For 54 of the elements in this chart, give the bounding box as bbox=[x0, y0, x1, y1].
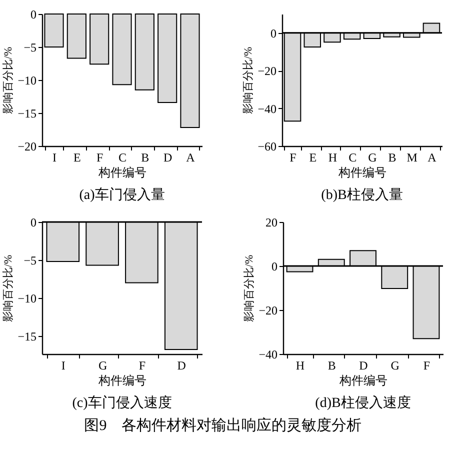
x-tick-label: B bbox=[388, 150, 396, 164]
x-tick-label: F bbox=[290, 150, 297, 164]
y-tick-label: −15 bbox=[18, 329, 36, 344]
x-tick-label: E bbox=[74, 150, 81, 164]
x-tick-label: F bbox=[423, 358, 430, 372]
x-tick-label: M bbox=[406, 150, 418, 164]
x-tick-label: C bbox=[118, 150, 127, 164]
y-tick-label: −20 bbox=[258, 64, 276, 78]
y-tick-label: 0 bbox=[270, 26, 276, 40]
x-tick-label: A bbox=[428, 150, 437, 164]
y-tick-label: −40 bbox=[258, 102, 276, 116]
x-tick-label: H bbox=[296, 358, 305, 372]
y-tick-label: −5 bbox=[24, 40, 36, 54]
y-tick-label: −10 bbox=[18, 74, 36, 88]
y-tick-label: 0 bbox=[30, 8, 36, 22]
y-tick-label: −15 bbox=[18, 106, 36, 120]
y-tick-label: −20 bbox=[258, 304, 278, 318]
y-axis-title: 影响百分比/% bbox=[2, 254, 15, 322]
x-axis-title: 构件编号 bbox=[98, 166, 146, 180]
x-tick-label: H bbox=[328, 150, 338, 164]
y-tick-label: −60 bbox=[258, 140, 276, 154]
x-tick-label: F bbox=[96, 150, 104, 164]
caption: 图9 各构件材料对输出响应的灵敏度分析 bbox=[84, 417, 362, 434]
x-tick-label: I bbox=[52, 150, 57, 164]
text: (b)B柱侵入量 bbox=[321, 187, 403, 203]
text: (c)车门侵入速度 bbox=[72, 395, 172, 411]
x-tick-label: G bbox=[390, 358, 400, 372]
y-tick-label: −40 bbox=[258, 348, 278, 362]
x-tick-label: A bbox=[186, 150, 196, 164]
y-tick-label: −5 bbox=[24, 253, 36, 268]
y-tick-label: 0 bbox=[30, 216, 36, 230]
x-tick-label: D bbox=[177, 358, 186, 372]
x-axis-title: 构件编号 bbox=[338, 166, 386, 180]
y-tick-label: 0 bbox=[272, 260, 278, 274]
y-tick-label: −10 bbox=[18, 291, 36, 306]
x-tick-label: C bbox=[348, 150, 357, 164]
x-tick-label: G bbox=[98, 358, 108, 372]
x-tick-label: D bbox=[359, 358, 368, 372]
text: (d)B柱侵入速度 bbox=[315, 395, 411, 411]
x-tick-label: B bbox=[141, 150, 150, 164]
x-tick-label: I bbox=[61, 358, 66, 372]
x-axis-title: 构件编号 bbox=[338, 374, 388, 388]
x-tick-label: D bbox=[163, 150, 172, 164]
y-axis-title: 影响百分比/% bbox=[242, 46, 255, 114]
x-tick-label: E bbox=[309, 150, 317, 164]
text: (a)车门侵入量 bbox=[79, 187, 165, 203]
x-tick-label: F bbox=[138, 358, 146, 372]
x-axis-title: 构件编号 bbox=[98, 374, 146, 388]
y-tick-label: 20 bbox=[266, 216, 278, 230]
y-axis-title: 影响百分比/% bbox=[242, 254, 256, 322]
x-tick-label: G bbox=[368, 150, 378, 164]
y-tick-label: −20 bbox=[18, 140, 36, 154]
y-axis-title: 影响百分比/% bbox=[2, 46, 15, 114]
x-tick-label: B bbox=[328, 358, 336, 372]
